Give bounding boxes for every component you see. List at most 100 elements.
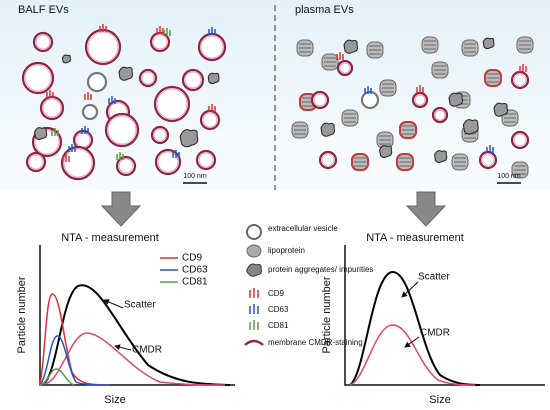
vesicle [154,148,182,176]
receptor [116,152,124,160]
arrow [405,191,447,227]
vesicle [32,31,54,53]
scale-label: 100 nm [183,173,207,180]
vesicle [195,149,217,171]
curve-label: Scatter [124,300,156,311]
vesicle-inner [339,62,351,74]
aggregate [320,122,335,137]
pointer [404,336,420,348]
aggregate [118,66,133,81]
cd9-curve [39,293,111,386]
vesicle [115,155,137,177]
receptor [163,28,171,36]
receptor [486,145,494,153]
vesicle-inner [24,64,52,92]
aggregate [462,119,479,135]
vesicle-inner [156,88,188,120]
key-cd63 [249,304,259,314]
receptor [208,27,216,35]
title: BALF EVs [18,4,69,16]
key-label: extracellular vesicle [268,224,338,233]
key-lipoprotein [246,244,262,258]
aggregate [179,129,199,148]
scale-label: 100 nm [497,173,521,180]
vesicle-inner [107,115,137,145]
vesicle-inner [481,153,495,167]
vesicle [39,95,65,121]
vesicle-inner [34,129,60,155]
vesicle-inner [42,98,62,118]
vesicle [86,71,108,93]
vesicle-inner [28,154,44,170]
vesicle-inner [157,151,179,173]
receptor [519,64,527,72]
pointer [401,281,419,298]
cmdr-curve [43,332,226,386]
y-label: Particle number [16,276,28,353]
receptor [208,104,216,112]
vesicle-inner [414,94,426,106]
x-label: Size [104,394,125,406]
vesicle [153,85,191,123]
chart-title: NTA - measurement [366,232,464,244]
x-label: Size [429,394,450,406]
receptor [99,24,107,32]
vesicle-inner [313,93,327,107]
vesicle [104,112,140,148]
curve-label: CMDR [420,328,450,339]
vesicle-inner [153,128,167,142]
key-membrane [244,339,264,346]
pointer [103,299,124,309]
vesicle [81,103,99,121]
vesicle [181,68,205,92]
title: plasma EVs [295,4,354,16]
chart-title: NTA - measurement [61,232,159,244]
vesicle [84,28,122,66]
receptor [156,26,164,34]
vesicle [510,70,530,90]
axes [344,245,545,386]
aggregate [61,54,71,64]
scatter-curve [43,284,231,386]
key-label: CD9 [268,289,285,298]
aggregate [448,92,463,107]
pointer [114,344,132,351]
vesicle-inner [35,34,51,50]
aggregate [482,37,495,50]
receptor [108,96,116,104]
aggregate [34,127,48,140]
cd81-curve [39,368,75,386]
key-cd9 [249,288,259,298]
key-label: CD81 [268,321,289,330]
legend-label: CD9 [182,253,202,264]
vesicle [199,109,221,131]
key-label: lipoprotein [268,246,305,255]
vesicle-inner [184,71,202,89]
arrow [100,191,142,227]
vesicle-inner [202,112,218,128]
vesicle-inner [152,34,168,50]
vesicle-inner [513,73,527,87]
receptor [68,144,76,152]
vesicle [25,151,47,173]
aggregate [343,39,358,54]
legend-label: CD63 [182,265,208,276]
key-vesicle [246,224,262,240]
vesicle-inner [321,153,335,167]
vesicle-inner [63,148,93,178]
vesicle-inner [513,133,527,147]
vesicle [60,145,96,181]
receptor [81,126,89,134]
key-label: membrane CMDR-staining [268,338,363,347]
aggregate [493,102,508,117]
receptor [84,92,92,100]
vesicles [21,24,534,181]
vesicle-inner [141,71,155,85]
receptor [62,154,70,162]
legend-label: CD81 [182,277,208,288]
aggregate [434,150,448,163]
cd63-curve [39,335,111,386]
scatter-curve [349,270,481,386]
receptor [416,85,424,93]
